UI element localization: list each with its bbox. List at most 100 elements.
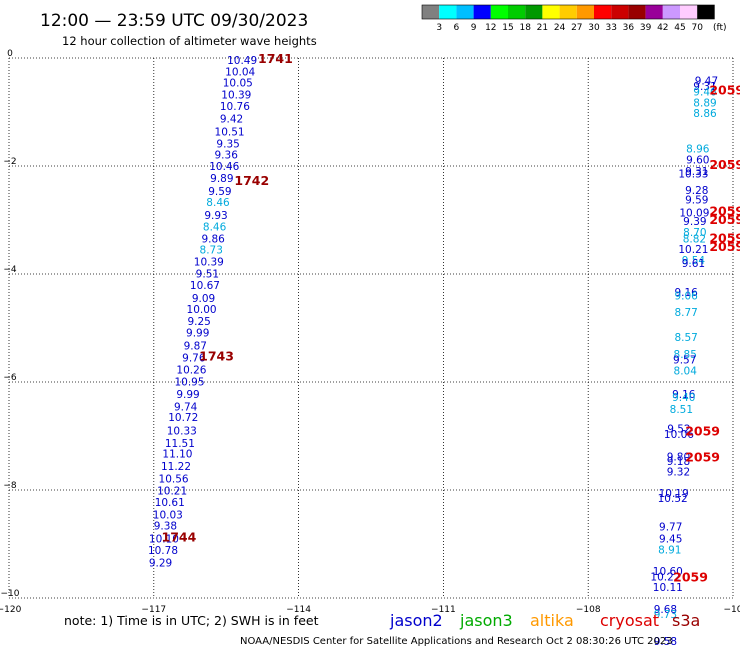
wave-height-value: 10.60 bbox=[653, 566, 683, 578]
grid bbox=[8, 57, 734, 599]
wave-height-value: 9.77 bbox=[659, 522, 682, 534]
colorbar-swatch bbox=[490, 5, 508, 19]
wave-height-value: 9.54 bbox=[682, 255, 706, 267]
wave-height-value: 8.73 bbox=[200, 245, 223, 257]
x-tick-labels: −120 −117 −114 −111 −108 −10 bbox=[0, 605, 740, 615]
wave-height-value: 10.76 bbox=[220, 101, 250, 113]
wave-height-value: 9.36 bbox=[215, 150, 239, 162]
wave-height-value: 10.67 bbox=[190, 280, 220, 292]
wave-height-value: 9.42 bbox=[220, 113, 243, 125]
wave-height-value: 10.21 bbox=[678, 244, 708, 256]
wave-height-value: 9.31 bbox=[693, 81, 716, 93]
y-tick-label: −6 bbox=[3, 373, 17, 383]
colorbar-swatch bbox=[456, 5, 474, 19]
wave-height-value: 8.51 bbox=[670, 404, 693, 416]
wave-height-value: 9.57 bbox=[673, 354, 696, 366]
wave-height-value: 9.16 bbox=[674, 287, 698, 299]
colorbar-swatch bbox=[473, 5, 491, 19]
pass-labels: 1741174217431744205920592059205920592059… bbox=[162, 51, 740, 584]
wave-height-value: 10.33 bbox=[167, 426, 197, 438]
colorbar-swatch bbox=[576, 5, 594, 19]
colorbar-swatch bbox=[662, 5, 680, 19]
wave-height-value: 8.96 bbox=[686, 144, 710, 156]
wave-height-value: 10.56 bbox=[159, 474, 189, 486]
x-tick-label: −10 bbox=[724, 605, 740, 615]
wave-height-points: 10.4910.0410.0510.3910.769.4210.519.359.… bbox=[148, 55, 718, 648]
colorbar-swatch bbox=[525, 5, 543, 19]
wave-height-value: 11.51 bbox=[165, 438, 195, 450]
y-tick-label: 0 bbox=[7, 49, 13, 59]
colorbar-label: 27 bbox=[571, 23, 582, 33]
pass-number-label: 2059 bbox=[685, 424, 720, 439]
y-tick-labels: 0 −2 −4 −6 −8 −10 bbox=[1, 49, 20, 599]
wave-height-value: 10.51 bbox=[215, 126, 245, 138]
chart-title: 12:00 — 23:59 UTC 09/30/2023 bbox=[40, 11, 308, 31]
x-tick-label: −114 bbox=[286, 605, 311, 615]
pass-number-label: 1744 bbox=[162, 530, 197, 545]
colorbar-swatch bbox=[680, 5, 698, 19]
colorbar-label: 9 bbox=[471, 23, 477, 33]
wave-height-value: 9.93 bbox=[204, 210, 227, 222]
wave-height-value: 8.82 bbox=[683, 233, 706, 245]
wave-height-value: 10.03 bbox=[153, 509, 183, 521]
wave-height-value: 9.35 bbox=[216, 138, 239, 150]
wave-height-value: 9.25 bbox=[187, 316, 210, 328]
y-tick-label: −4 bbox=[3, 265, 17, 275]
pass-number-label: 2059 bbox=[673, 569, 708, 584]
colorbar-swatch bbox=[611, 5, 629, 19]
y-tick-label: −10 bbox=[1, 589, 20, 599]
wave-height-value: 9.89 bbox=[210, 173, 233, 185]
wave-height-value: 10.05 bbox=[223, 77, 253, 89]
x-tick-label: −108 bbox=[576, 605, 601, 615]
pass-number-label: 2059 bbox=[685, 450, 720, 465]
wave-height-value: 9.39 bbox=[683, 216, 706, 228]
colorbar-swatch bbox=[542, 5, 560, 19]
y-tick-label: −8 bbox=[3, 481, 17, 491]
footer-credit: NOAA/NESDIS Center for Satellite Applica… bbox=[240, 636, 673, 647]
wave-height-value: 10.09 bbox=[679, 207, 709, 219]
colorbar-label: 33 bbox=[605, 23, 616, 33]
pass-number-label: 2059 bbox=[709, 157, 740, 172]
colorbar-label: 3 bbox=[436, 23, 442, 33]
colorbar-label: 12 bbox=[485, 23, 496, 33]
wave-height-value: 8.57 bbox=[674, 332, 697, 344]
wave-height-value: 9.74 bbox=[174, 401, 198, 413]
colorbar-unit: (ft) bbox=[713, 23, 727, 33]
wave-height-value: 10.00 bbox=[187, 304, 217, 316]
wave-height-value: 9.76 bbox=[182, 353, 206, 365]
colorbar-label: 42 bbox=[657, 23, 668, 33]
wave-height-value: 9.99 bbox=[186, 327, 209, 339]
colorbar-swatch bbox=[439, 5, 457, 19]
wave-height-value: 10.39 bbox=[194, 257, 224, 269]
wave-height-value: 9.87 bbox=[184, 340, 207, 352]
wave-height-value: 8.91 bbox=[658, 544, 681, 556]
colorbar-label: 18 bbox=[519, 23, 531, 33]
colorbar-label: 39 bbox=[640, 23, 652, 33]
wave-height-value: 9.86 bbox=[201, 233, 225, 245]
wave-height-value: 9.38 bbox=[154, 521, 177, 533]
pass-number-label: 2059 bbox=[709, 230, 740, 245]
wave-height-value: 9.06 bbox=[674, 291, 698, 303]
wave-height-value: 9.28 bbox=[685, 185, 708, 197]
pass-number-label: 1742 bbox=[234, 173, 269, 188]
satellite-legend: jason2 jason3 altika cryosat s3a bbox=[389, 611, 700, 630]
x-tick-label: −117 bbox=[141, 605, 166, 615]
colorbar-label: 45 bbox=[674, 23, 685, 33]
wave-height-value: 9.09 bbox=[192, 293, 215, 305]
wave-height-value: 10.26 bbox=[176, 365, 206, 377]
wave-height-value: 9.32 bbox=[667, 467, 690, 479]
wave-height-value: 8.86 bbox=[693, 108, 717, 120]
wave-height-value: 9.45 bbox=[659, 534, 682, 546]
wave-height-value: 8.46 bbox=[206, 197, 230, 209]
wave-height-value: 9.31 bbox=[685, 166, 708, 178]
pass-number-label: 2059 bbox=[709, 239, 740, 254]
colorbar-label: 15 bbox=[502, 23, 513, 33]
wave-height-value: 9.29 bbox=[149, 557, 172, 569]
wave-height-value: 10.10 bbox=[149, 534, 179, 546]
colorbar: 3 6 9 12 15 18 21 24 27 30 33 36 39 42 45 70 bbox=[421, 4, 715, 33]
wave-height-value: 8.85 bbox=[674, 349, 697, 361]
wave-height-value: 10.72 bbox=[168, 412, 198, 424]
wave-height-value: 11.10 bbox=[162, 448, 192, 460]
colorbar-swatch bbox=[422, 5, 440, 19]
